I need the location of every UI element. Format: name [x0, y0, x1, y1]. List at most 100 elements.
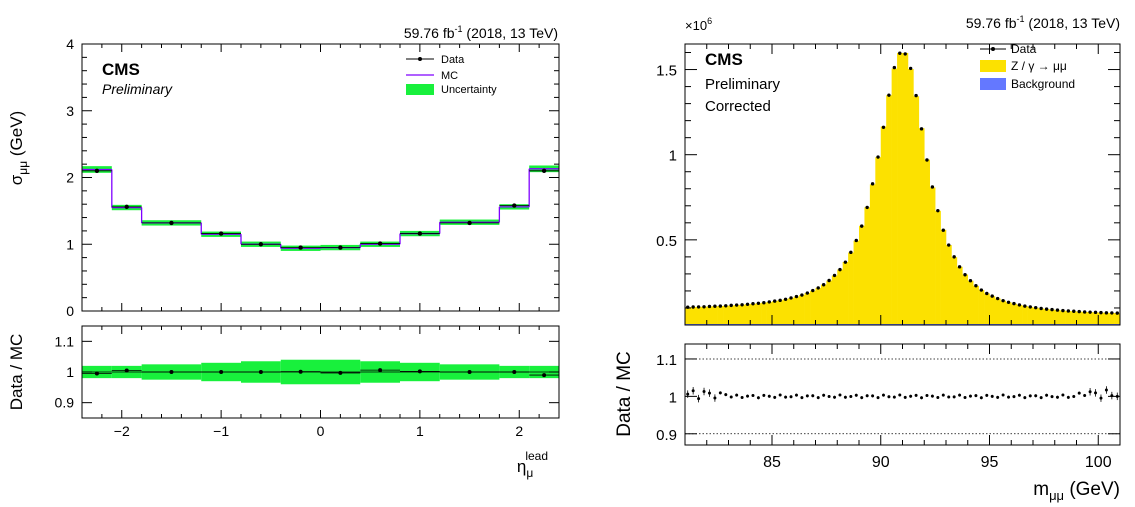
- signal-bin: [701, 306, 708, 325]
- legend-data-marker: [418, 57, 422, 61]
- signal-bin: [1011, 303, 1017, 325]
- signal-bin: [793, 296, 800, 325]
- signal-bin: [973, 285, 979, 325]
- ratio-point: [871, 394, 875, 398]
- y-multiplier-label: ×106: [685, 16, 712, 33]
- signal-bin: [1005, 302, 1012, 325]
- preliminary-label-right: Preliminary: [705, 76, 781, 93]
- ratio-point: [1007, 395, 1011, 399]
- mass-data-point: [1115, 311, 1119, 315]
- data-point: [417, 231, 423, 236]
- ratio-point: [298, 369, 303, 374]
- signal-bin: [685, 307, 691, 325]
- right-ratio-reference-lines: [685, 358, 1120, 435]
- mass-data-point: [702, 305, 706, 309]
- signal-bin: [799, 294, 805, 325]
- ratio-point: [702, 390, 706, 394]
- signal-bin: [1060, 310, 1066, 325]
- data-points-group: [82, 168, 559, 250]
- ratio-point: [800, 396, 804, 400]
- mass-data-point: [898, 51, 902, 55]
- signal-bin: [810, 290, 816, 325]
- signal-bin: [978, 289, 985, 325]
- ratio-point: [1050, 395, 1054, 399]
- ratio-point: [378, 368, 383, 373]
- mass-data-point: [1061, 308, 1065, 313]
- ratio-point: [124, 368, 129, 373]
- signal-bin: [723, 305, 729, 325]
- left-ratio-y-title: Data / MC: [7, 334, 26, 411]
- ratio-point: [865, 394, 869, 398]
- ratio-point: [762, 393, 766, 397]
- ratio-point: [920, 396, 924, 400]
- ratio-point: [968, 394, 972, 398]
- mass-data-point: [990, 294, 994, 298]
- y-tick-label: 1: [669, 148, 677, 165]
- mass-data-point: [1066, 309, 1071, 313]
- signal-bin: [875, 157, 882, 325]
- y-tick-label: 1.5: [656, 63, 677, 80]
- mass-data-point: [811, 288, 815, 293]
- lumi-label-right: 59.76 fb-1 (2018, 13 TeV): [966, 14, 1120, 31]
- mass-data-point: [740, 303, 744, 307]
- signal-bin: [984, 293, 990, 325]
- legend-signal-swatch: [980, 60, 1006, 72]
- signal-bin: [918, 128, 925, 325]
- signal-bin: [891, 68, 898, 325]
- mass-data-point: [1017, 303, 1022, 307]
- mass-data-point: [963, 273, 967, 277]
- mass-data-point: [751, 302, 755, 306]
- mc-step-group: [82, 168, 559, 249]
- signal-bin: [1098, 312, 1104, 325]
- data-point: [218, 231, 224, 236]
- right-main-plot: 0.5 1 1.5 ×106 59.76 fb-1 (2018, 13 TeV) C…: [656, 14, 1121, 326]
- signal-bin: [962, 274, 969, 325]
- mass-data-point: [854, 238, 858, 243]
- uncertainty-band-group: [82, 165, 559, 251]
- mass-data-point: [718, 304, 723, 308]
- ratio-point: [1055, 395, 1059, 399]
- ratio-point: [941, 393, 945, 397]
- ratio-y-tick-label: 1.1: [55, 333, 75, 349]
- mass-data-point: [832, 273, 837, 278]
- x-tick-label: 1: [416, 423, 424, 439]
- signal-bin: [1033, 307, 1039, 325]
- right-legend: Data Z / γ → μμ Background: [980, 42, 1075, 91]
- mass-data-point: [1001, 298, 1005, 303]
- signal-bin: [1109, 312, 1115, 325]
- x-tick-label: 85: [763, 454, 781, 471]
- left-x-axis-title: ημlead: [517, 449, 548, 480]
- ratio-point: [169, 370, 174, 374]
- signal-bin: [837, 269, 843, 325]
- ratio-point: [1094, 391, 1098, 395]
- ratio-point: [686, 392, 690, 396]
- ratio-point: [860, 396, 864, 400]
- right-main-y-axis: 0.5 1 1.5: [656, 52, 1120, 309]
- signal-bin: [1022, 306, 1028, 325]
- ratio-point: [219, 370, 224, 374]
- mass-data-point: [1028, 305, 1032, 309]
- signal-bin: [728, 305, 735, 325]
- mass-data-point: [876, 155, 880, 159]
- corrected-label-right: Corrected: [705, 98, 771, 115]
- mass-data-point: [979, 288, 984, 292]
- mass-data-point: [849, 250, 853, 255]
- mass-data-point: [936, 208, 940, 213]
- ratio-point: [1083, 393, 1087, 397]
- mass-data-point: [1034, 305, 1038, 310]
- ratio-point: [735, 393, 739, 397]
- mass-data-point: [947, 243, 951, 247]
- x-tick-label: −2: [114, 423, 130, 439]
- ratio-point: [990, 394, 994, 398]
- mass-data-point: [734, 303, 739, 307]
- ratio-point: [1077, 391, 1081, 395]
- signal-bin: [940, 229, 947, 325]
- mass-data-point: [778, 298, 782, 303]
- signal-bin: [1043, 309, 1050, 325]
- signal-bin: [907, 68, 914, 326]
- signal-bin: [924, 159, 930, 325]
- ratio-point: [1034, 394, 1038, 398]
- mass-data-point: [756, 301, 761, 305]
- mass-data-point: [870, 182, 875, 186]
